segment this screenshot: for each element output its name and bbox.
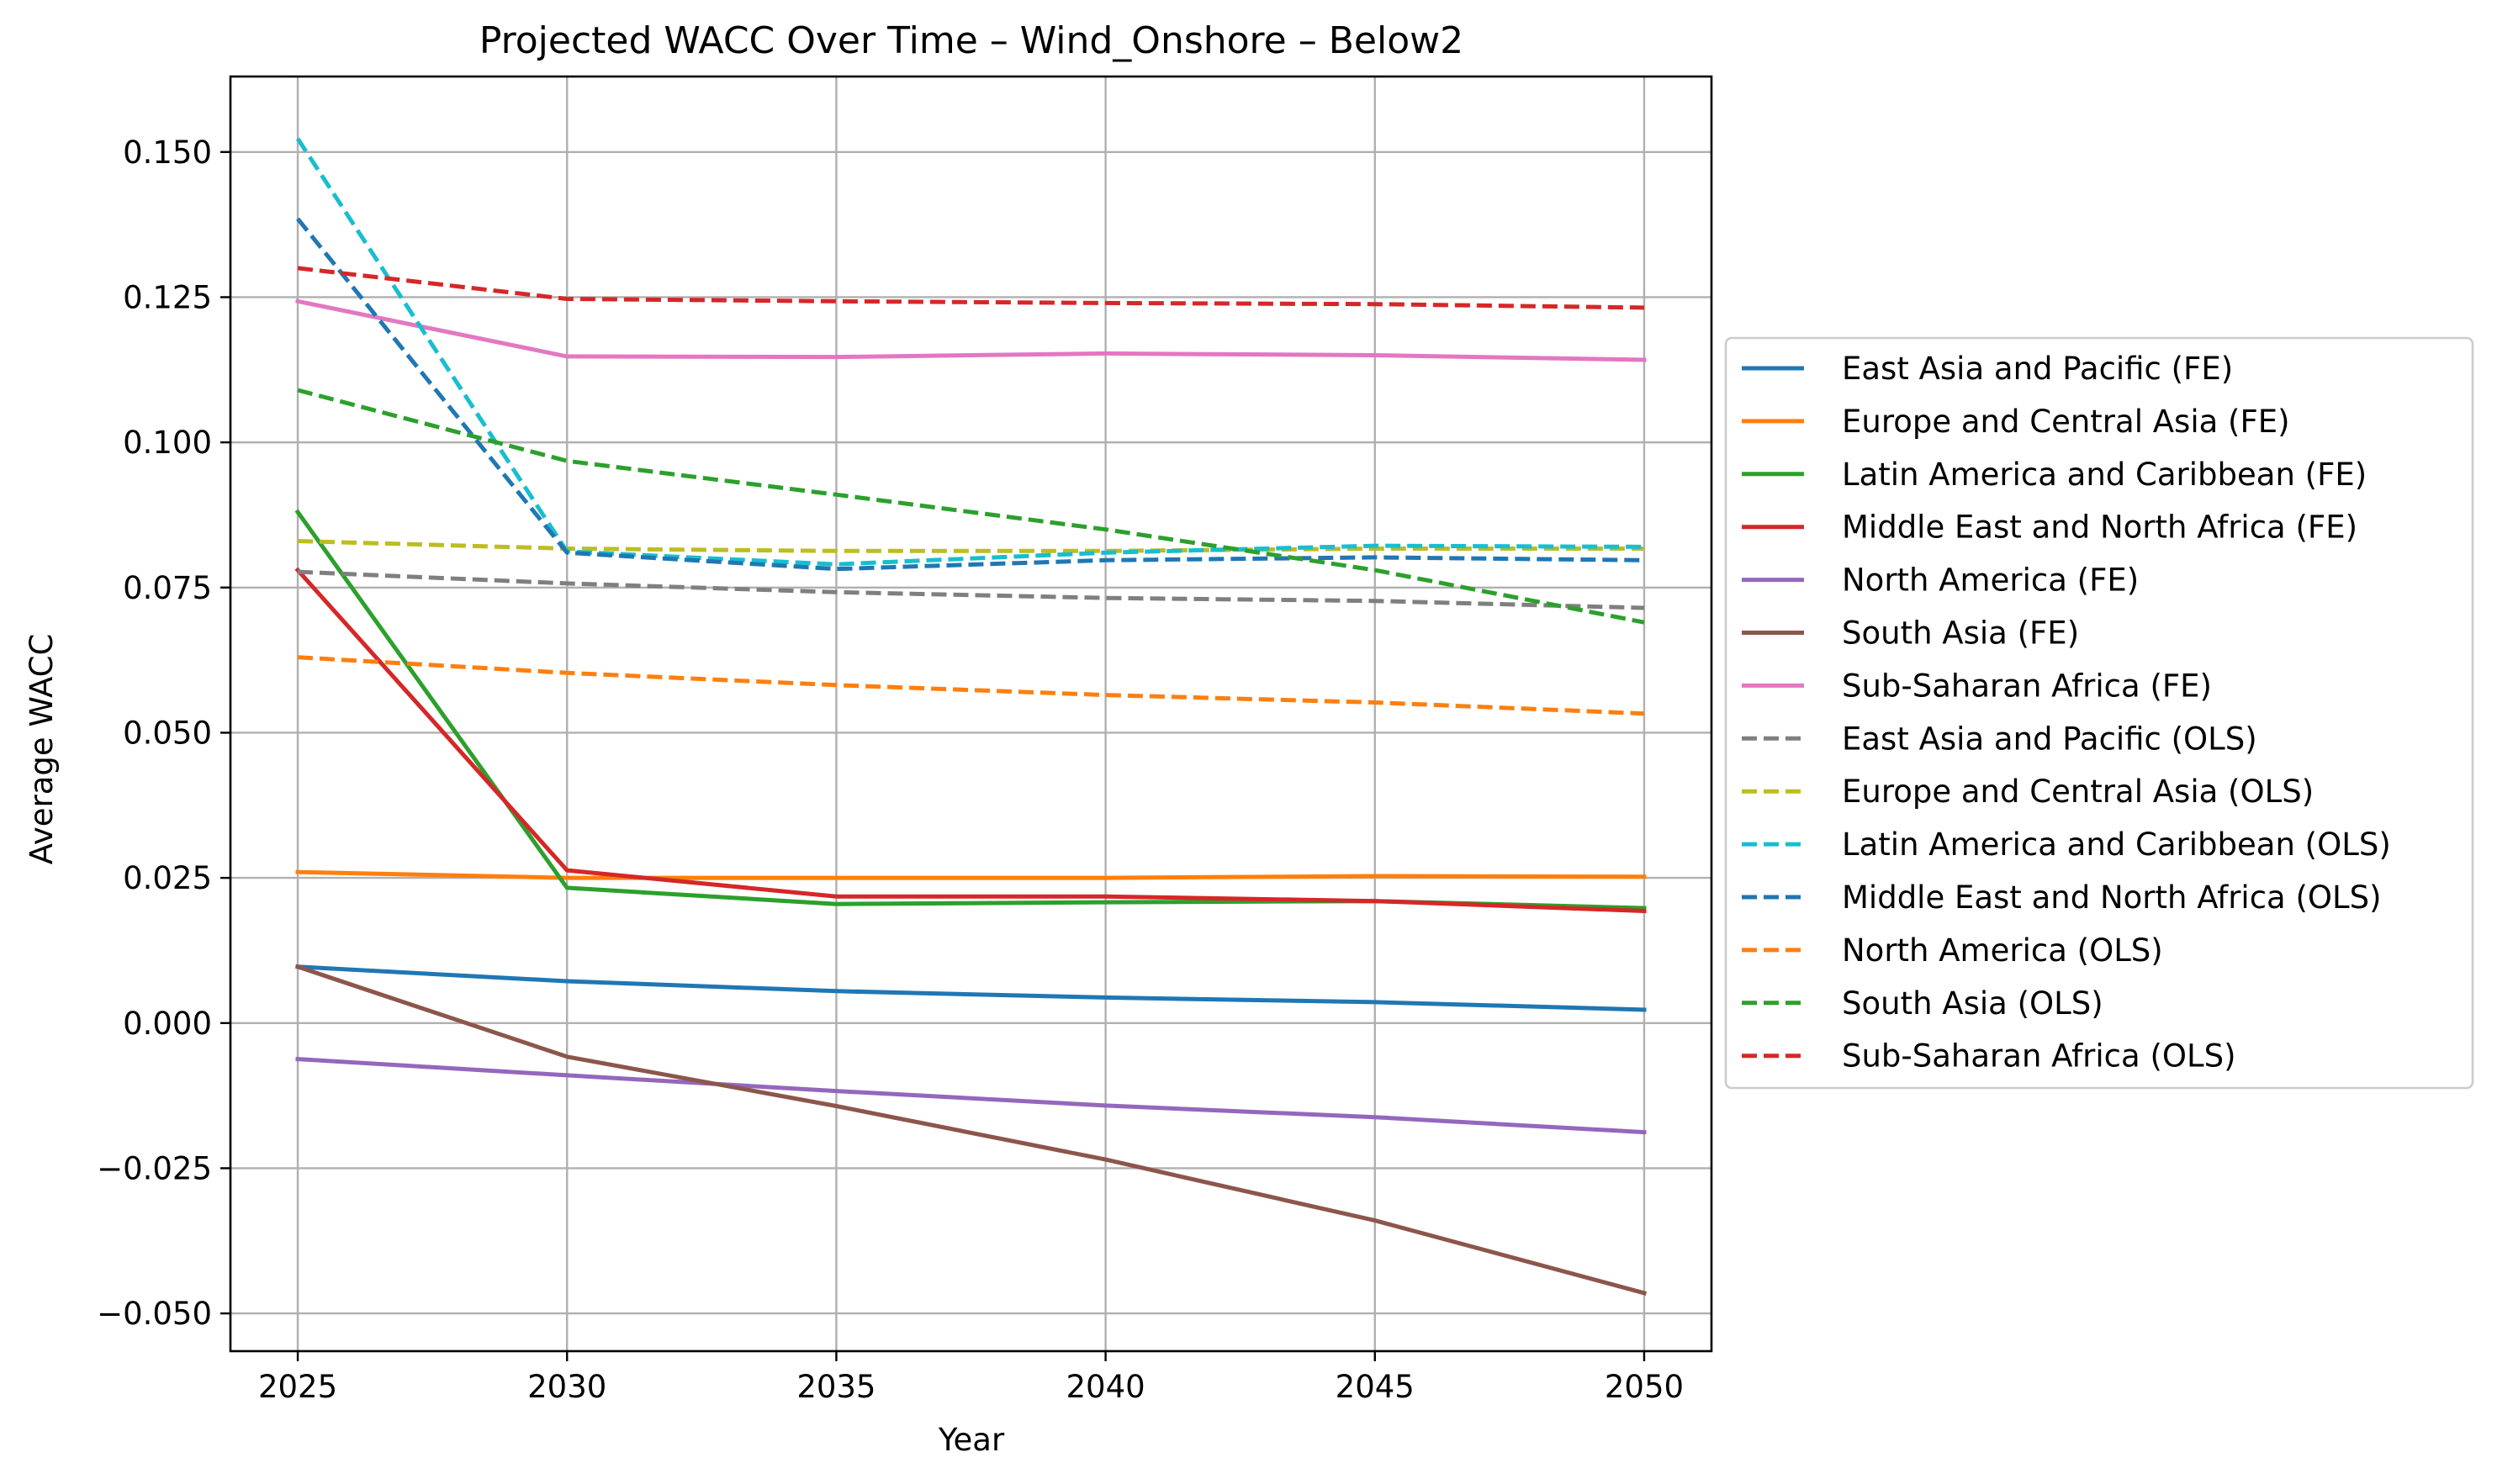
- legend-label: Sub-Saharan Africa (FE): [1842, 668, 2212, 704]
- legend-label: North America (OLS): [1842, 932, 2163, 969]
- y-tick-label: 0.075: [123, 570, 212, 606]
- series-line-5: [294, 964, 1648, 1296]
- legend-items: East Asia and Pacific (FE) Europe and Cen…: [1742, 351, 2391, 1075]
- legend-label: Europe and Central Asia (FE): [1842, 404, 2290, 440]
- legend-label: Latin America and Caribbean (OLS): [1842, 826, 2391, 863]
- chart-title: Projected WACC Over Time – Wind_Onshore …: [479, 19, 1463, 62]
- legend-label: Middle East and North Africa (OLS): [1842, 879, 2382, 916]
- legend-label: South Asia (FE): [1842, 615, 2079, 652]
- x-axis-label: Year: [938, 1422, 1005, 1458]
- y-tick-label: 0.000: [123, 1006, 212, 1042]
- tick-layer: 2025 2030 2035 2040 2045 2050 −0.050 −0.025 0.00…: [97, 135, 1684, 1405]
- legend-label: Middle East and North Africa (FE): [1842, 510, 2357, 546]
- series-line-8: [297, 539, 1644, 553]
- y-tick-label: −0.050: [97, 1296, 212, 1332]
- legend-box: [1724, 336, 2474, 1090]
- x-tick-label: 2030: [527, 1369, 606, 1405]
- series-line-11: [297, 655, 1645, 716]
- series-layer: [294, 137, 1648, 1296]
- series-line-1: [295, 869, 1647, 880]
- y-tick-label: 0.050: [123, 715, 212, 751]
- series-line-12: [297, 388, 1645, 625]
- y-tick-label: 0.150: [123, 135, 212, 171]
- legend-label: South Asia (OLS): [1842, 985, 2103, 1022]
- legend-label: Sub-Saharan Africa (OLS): [1842, 1038, 2236, 1075]
- y-tick-label: 0.100: [123, 425, 212, 461]
- series-line-9: [295, 137, 1645, 567]
- legend-label: Europe and Central Asia (OLS): [1842, 774, 2314, 810]
- series-line-3: [294, 567, 1647, 914]
- plot-frame: [229, 75, 1713, 1353]
- legend-label: North America (FE): [1842, 562, 2139, 599]
- legend-label: Latin America and Caribbean (FE): [1842, 457, 2367, 493]
- x-tick-label: 2050: [1605, 1369, 1684, 1405]
- x-tick-label: 2040: [1066, 1369, 1145, 1405]
- legend-label: East Asia and Pacific (OLS): [1842, 721, 2257, 757]
- series-line-13: [297, 266, 1645, 310]
- series-line-6: [295, 298, 1647, 362]
- legend: East Asia and Pacific (FE) Europe and Cen…: [1724, 336, 2474, 1090]
- y-tick-label: 0.025: [123, 860, 212, 896]
- x-tick-label: 2025: [258, 1369, 337, 1405]
- y-tick-label: −0.025: [97, 1150, 212, 1186]
- y-axis-label: Average WACC: [24, 634, 60, 865]
- series-line-4: [295, 1056, 1647, 1135]
- x-tick-label: 2045: [1336, 1369, 1415, 1405]
- series-line-7: [297, 569, 1645, 610]
- x-tick-label: 2035: [796, 1369, 876, 1405]
- legend-label: East Asia and Pacific (FE): [1842, 351, 2233, 387]
- series-line-10: [296, 217, 1645, 572]
- y-tick-label: 0.125: [123, 279, 212, 315]
- series-line-0: [295, 964, 1647, 1012]
